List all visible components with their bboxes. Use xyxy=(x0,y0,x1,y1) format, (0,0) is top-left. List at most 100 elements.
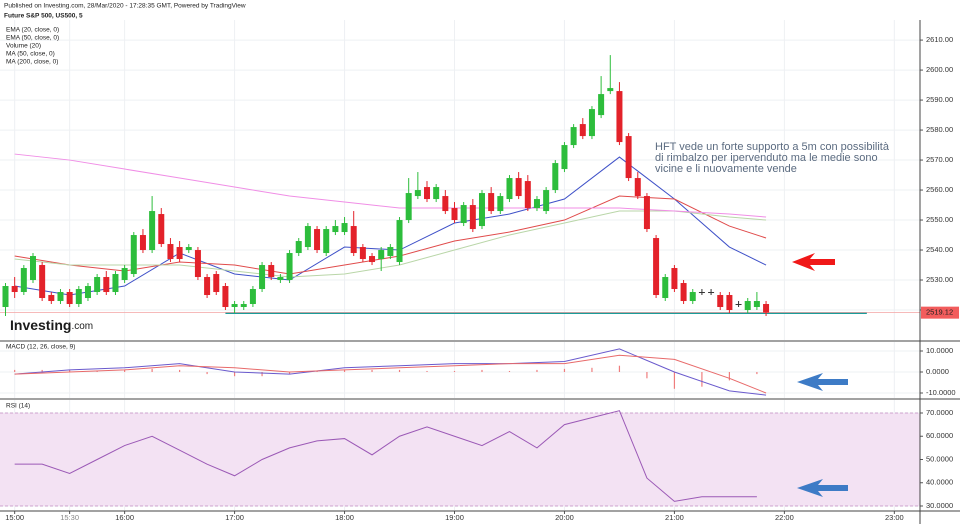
candle-body xyxy=(543,190,550,212)
x-tick-label: 23:00 xyxy=(885,513,904,522)
candle-body xyxy=(488,193,495,212)
panel-title: MACD (12, 26, close, 9) xyxy=(6,344,75,351)
candle-body xyxy=(598,94,605,116)
candle-body xyxy=(268,265,275,278)
annotation: vicine e li nuovamente vende xyxy=(655,163,797,175)
candle-body xyxy=(103,277,110,293)
candle-body xyxy=(698,292,705,294)
series-line xyxy=(14,153,767,218)
candle-body xyxy=(249,289,256,305)
candle-body xyxy=(11,286,18,293)
y-tick-label: 2590.00 xyxy=(926,95,953,104)
x-tick-label: 21:00 xyxy=(665,513,684,522)
candle-body xyxy=(753,301,760,308)
candle-body xyxy=(387,247,394,257)
x-tick-label: 17:00 xyxy=(225,513,244,522)
candle-body xyxy=(497,196,504,212)
y-tick-label: 50.0000 xyxy=(926,454,953,463)
logo-main: Investing xyxy=(10,317,71,333)
candle-body xyxy=(84,286,91,299)
arrow xyxy=(797,373,848,391)
candle-body xyxy=(158,214,165,245)
candle-body xyxy=(726,295,733,311)
candle-body xyxy=(515,178,522,197)
candle-body xyxy=(240,304,247,308)
candle-body xyxy=(194,250,201,278)
candle-body xyxy=(204,277,211,296)
panel-title: RSI (14) xyxy=(6,403,30,410)
series-line xyxy=(14,354,767,394)
price-tag-label: 2519.12 xyxy=(926,308,953,317)
candle-body xyxy=(359,247,366,260)
logo: Investing.com xyxy=(10,317,93,333)
candle-body xyxy=(112,274,119,293)
candle-body xyxy=(717,295,724,308)
annotation: di rimbalzo per ipervenduto ma le medie … xyxy=(655,152,878,164)
candle-body xyxy=(451,208,458,221)
legend-entry: MA (50, close, 0) xyxy=(6,51,55,58)
candle-body xyxy=(75,289,82,305)
candle-body xyxy=(20,268,27,293)
candle-body xyxy=(616,91,623,143)
candle-body xyxy=(259,265,266,290)
y-tick-label: 2600.00 xyxy=(926,65,953,74)
rsi-band xyxy=(0,412,920,507)
candle-body xyxy=(625,136,632,179)
candle-body xyxy=(39,265,46,299)
candle-body xyxy=(414,190,421,197)
y-tick-label: 40.0000 xyxy=(926,478,953,487)
candle-body xyxy=(533,199,540,209)
logo-suffix: .com xyxy=(71,321,93,332)
candle-body xyxy=(213,274,220,293)
candle-body xyxy=(2,286,9,308)
x-tick-label: 16:00 xyxy=(115,513,134,522)
candle-body xyxy=(460,205,467,224)
candle-body xyxy=(735,304,742,306)
y-tick-label: 2550.00 xyxy=(926,215,953,224)
y-tick-label: 2570.00 xyxy=(926,155,953,164)
y-tick-label: 2560.00 xyxy=(926,185,953,194)
y-tick-label: 30.0000 xyxy=(926,501,953,510)
x-tick-label: 18:00 xyxy=(335,513,354,522)
legend-entry: EMA (20, close, 0) xyxy=(6,27,59,34)
candle-body xyxy=(149,211,156,251)
candle-body xyxy=(405,193,412,221)
legend-entry: EMA (50, close, 0) xyxy=(6,35,59,42)
candle-body xyxy=(524,181,531,209)
candle-body xyxy=(29,256,36,281)
candle-body xyxy=(653,238,660,296)
candle-body xyxy=(561,145,568,170)
candle-body xyxy=(94,277,101,293)
price-tag xyxy=(921,306,959,319)
candle-body xyxy=(231,304,238,308)
candle-body xyxy=(130,235,137,275)
candle-body xyxy=(588,109,595,137)
candle-body xyxy=(350,226,357,254)
candle-body xyxy=(424,187,431,200)
candle-body xyxy=(222,286,229,308)
arrow xyxy=(792,253,835,271)
candle-body xyxy=(277,277,284,281)
candle-body xyxy=(286,253,293,281)
candle-body xyxy=(680,283,687,302)
candle-body xyxy=(121,268,128,281)
candle-body xyxy=(48,295,55,302)
x-tick-label: 15:00 xyxy=(5,513,24,522)
chart-title: Future S&P 500, US500, 5 xyxy=(4,13,83,20)
candle-body xyxy=(332,226,339,233)
candle-body xyxy=(506,178,513,200)
candle-body xyxy=(167,244,174,260)
candle-body xyxy=(369,256,376,263)
y-tick-label: -10.0000 xyxy=(926,388,956,397)
y-tick-label: 0.0000 xyxy=(926,367,949,376)
candle-body xyxy=(323,229,330,254)
y-tick-label: 10.0000 xyxy=(926,346,953,355)
candle-body xyxy=(552,163,559,191)
candle-body xyxy=(763,304,770,313)
series-line xyxy=(14,348,767,396)
candle-body xyxy=(662,277,669,299)
candle-body xyxy=(57,292,64,302)
candle-body xyxy=(176,247,183,260)
candle-body xyxy=(478,193,485,227)
